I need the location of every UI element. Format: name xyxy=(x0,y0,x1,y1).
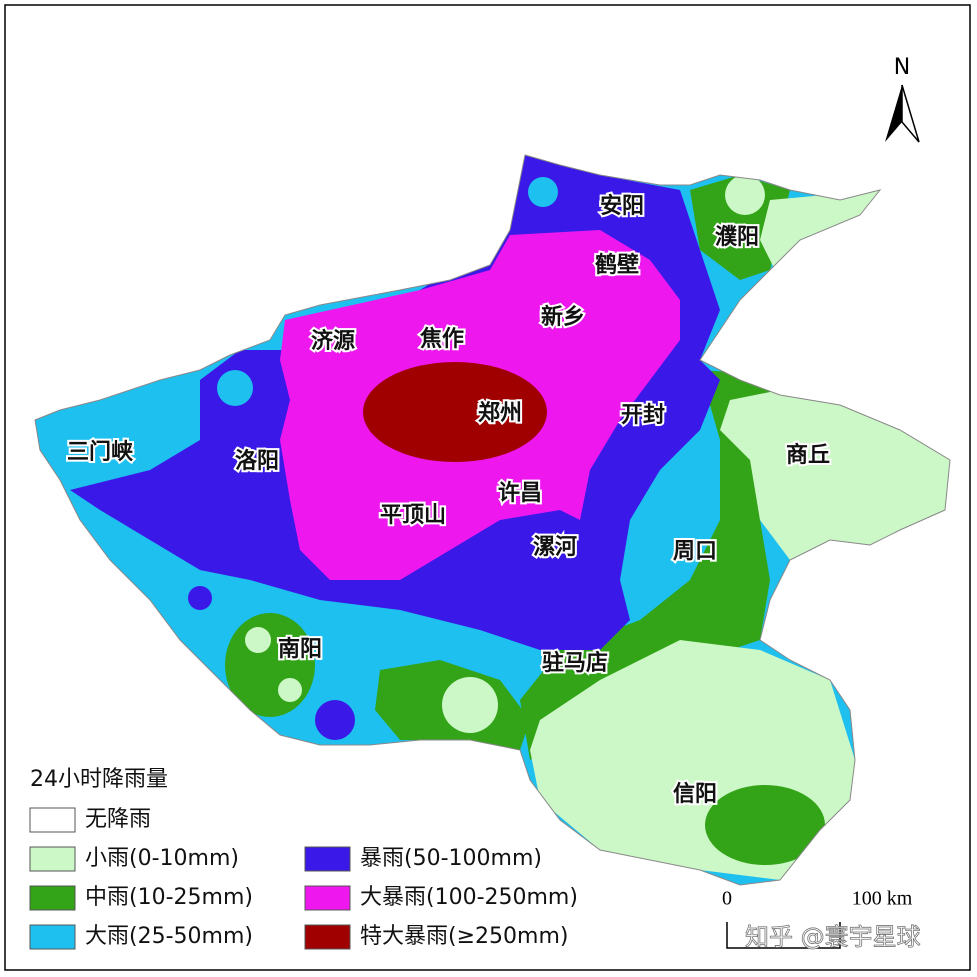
city-label: 平顶山 xyxy=(380,503,446,528)
legend-label: 特大暴雨(≥250mm) xyxy=(360,924,568,949)
legend-swatch xyxy=(304,885,351,911)
city-label: 南阳 xyxy=(278,637,322,662)
light-rain-area xyxy=(442,677,498,733)
city-label: 三门峡 xyxy=(67,439,134,465)
city-labels: 安阳 濮阳 鹤壁 新乡 济源 焦作 郑州 开封 三门峡 洛阳 商丘 许昌 平顶山… xyxy=(65,191,832,809)
heavy-rain-area xyxy=(528,177,558,207)
legend-label: 小雨(0-10mm) xyxy=(85,846,239,871)
legend-swatch xyxy=(29,846,76,872)
city-label: 许昌 xyxy=(498,480,542,506)
legend-title: 24小时降雨量 xyxy=(30,767,168,792)
city-label: 济源 xyxy=(311,328,355,354)
legend-label: 大雨(25-50mm) xyxy=(85,924,253,949)
moderate-rain-area xyxy=(705,785,825,865)
city-label: 安阳 xyxy=(600,193,644,219)
light-rain-area xyxy=(245,627,271,653)
north-label: N xyxy=(894,55,910,80)
legend-swatch xyxy=(29,807,76,833)
heavy-rain-area xyxy=(217,370,253,406)
scale-line xyxy=(726,922,841,949)
watermark: 知乎 @寰宇星球 xyxy=(745,923,921,951)
arrow-right xyxy=(901,84,920,143)
rainstorm-area xyxy=(315,700,355,740)
city-label: 焦作 xyxy=(419,326,464,352)
extreme-rainstorm-area xyxy=(363,362,547,462)
legend-label: 中雨(10-25mm) xyxy=(85,885,253,910)
city-label: 周口 xyxy=(673,539,717,564)
arrow-left xyxy=(885,85,902,142)
legend-swatch xyxy=(304,846,351,872)
city-label: 洛阳 xyxy=(235,448,279,474)
city-label: 漯河 xyxy=(533,535,577,560)
scale-bar: 0 100 km xyxy=(722,888,913,949)
moderate-rain-area xyxy=(690,175,790,280)
legend-swatch xyxy=(29,885,76,911)
moderate-rain-area xyxy=(520,370,790,760)
scale-end: 100 km xyxy=(852,888,913,910)
legend-label: 无降雨 xyxy=(85,807,151,832)
legend-swatch xyxy=(304,924,351,950)
city-label: 濮阳 xyxy=(715,225,759,250)
light-rain-area xyxy=(720,390,950,560)
rainstorm-area xyxy=(188,586,212,610)
city-label: 信阳 xyxy=(673,781,717,807)
scale-start: 0 xyxy=(722,888,732,910)
legend-label: 暴雨(50-100mm) xyxy=(360,846,542,871)
light-rain-area xyxy=(725,175,765,215)
province-border xyxy=(34,154,951,886)
legend-label: 大暴雨(100-250mm) xyxy=(360,885,578,910)
city-label: 新乡 xyxy=(541,304,585,330)
city-label: 鹤壁 xyxy=(595,252,639,278)
city-label: 开封 xyxy=(621,403,665,428)
legend-swatch xyxy=(29,924,76,950)
city-label: 商丘 xyxy=(786,442,830,468)
city-label: 郑州 xyxy=(478,401,522,426)
light-rain-area xyxy=(278,678,302,702)
city-label: 驻马店 xyxy=(542,650,608,676)
north-arrow: N xyxy=(885,55,920,143)
